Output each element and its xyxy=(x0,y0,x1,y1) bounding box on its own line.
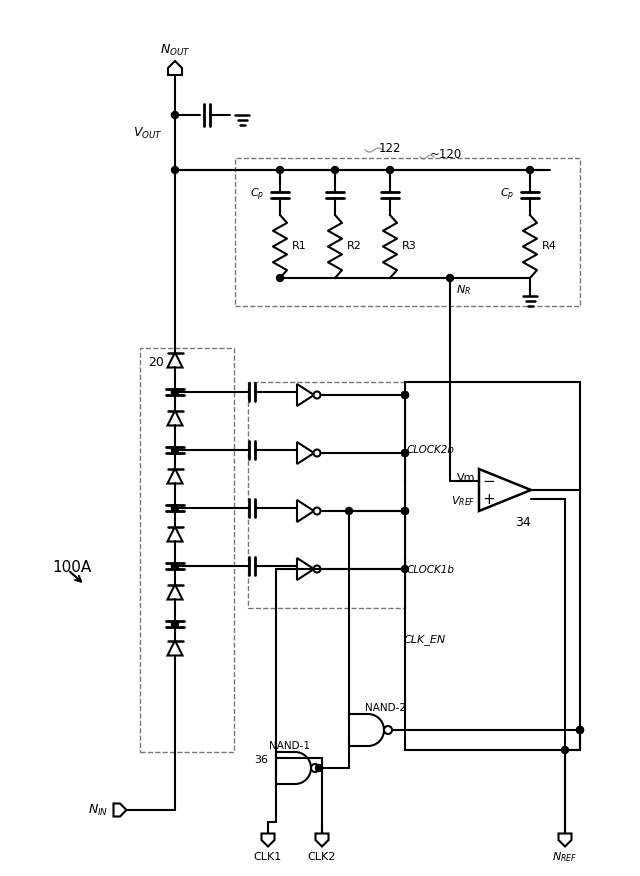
Text: $N_{IN}$: $N_{IN}$ xyxy=(88,802,108,817)
Circle shape xyxy=(172,447,179,454)
Circle shape xyxy=(332,166,339,173)
Polygon shape xyxy=(297,384,314,406)
Text: R3: R3 xyxy=(402,241,417,251)
Circle shape xyxy=(172,166,179,173)
Polygon shape xyxy=(168,584,182,599)
Text: CLK1: CLK1 xyxy=(254,852,282,862)
Text: $C_p$: $C_p$ xyxy=(500,187,514,203)
Text: NAND-2: NAND-2 xyxy=(365,703,406,713)
Text: CLOCK2b: CLOCK2b xyxy=(407,445,455,455)
Polygon shape xyxy=(168,61,182,75)
Bar xyxy=(140,348,234,752)
Circle shape xyxy=(527,166,534,173)
Circle shape xyxy=(387,166,394,173)
Polygon shape xyxy=(168,640,182,655)
Circle shape xyxy=(401,392,408,399)
Polygon shape xyxy=(113,803,127,816)
Text: $V_{OUT}$: $V_{OUT}$ xyxy=(133,125,163,140)
Circle shape xyxy=(172,447,179,454)
Circle shape xyxy=(316,765,323,772)
Circle shape xyxy=(172,620,179,627)
Circle shape xyxy=(401,507,408,514)
Polygon shape xyxy=(168,469,182,484)
Circle shape xyxy=(172,505,179,512)
Circle shape xyxy=(314,507,321,514)
Polygon shape xyxy=(479,469,531,511)
Text: $C_p$: $C_p$ xyxy=(250,187,264,203)
Bar xyxy=(248,382,405,608)
Polygon shape xyxy=(559,833,572,846)
Text: R1: R1 xyxy=(292,241,307,251)
Circle shape xyxy=(172,562,179,569)
Polygon shape xyxy=(297,500,314,522)
Text: Vm: Vm xyxy=(456,473,475,483)
Polygon shape xyxy=(168,352,182,368)
Circle shape xyxy=(577,726,584,733)
Text: 122: 122 xyxy=(379,142,401,154)
Circle shape xyxy=(172,388,179,395)
Circle shape xyxy=(172,388,179,395)
Text: −: − xyxy=(483,475,495,490)
Circle shape xyxy=(276,274,284,281)
Circle shape xyxy=(401,449,408,456)
Circle shape xyxy=(314,566,321,573)
Polygon shape xyxy=(297,442,314,464)
Text: ~120: ~120 xyxy=(430,149,462,161)
Bar xyxy=(235,158,580,306)
Circle shape xyxy=(172,111,179,118)
Circle shape xyxy=(346,507,353,514)
Circle shape xyxy=(561,746,568,753)
Polygon shape xyxy=(316,833,328,846)
Polygon shape xyxy=(262,833,275,846)
Circle shape xyxy=(577,726,584,733)
Circle shape xyxy=(447,274,454,281)
Text: $N_{REF}$: $N_{REF}$ xyxy=(552,850,578,864)
Text: R4: R4 xyxy=(542,241,557,251)
Polygon shape xyxy=(297,558,314,580)
Text: 36: 36 xyxy=(254,755,268,765)
Bar xyxy=(405,382,580,750)
Text: $N_R$: $N_R$ xyxy=(456,283,471,297)
Text: 20: 20 xyxy=(148,356,164,369)
Text: 34: 34 xyxy=(515,515,531,528)
Text: CLK2: CLK2 xyxy=(308,852,336,862)
Circle shape xyxy=(314,392,321,399)
Text: CLOCK1b: CLOCK1b xyxy=(407,565,455,575)
Text: +: + xyxy=(483,491,495,506)
Text: 100A: 100A xyxy=(52,561,92,576)
Circle shape xyxy=(401,392,408,399)
Circle shape xyxy=(172,562,179,569)
Circle shape xyxy=(311,764,319,772)
Circle shape xyxy=(401,449,408,456)
Circle shape xyxy=(172,505,179,512)
Text: CLK_EN: CLK_EN xyxy=(404,634,446,646)
Polygon shape xyxy=(168,411,182,426)
Text: $V_{REF}$: $V_{REF}$ xyxy=(451,494,475,508)
Circle shape xyxy=(401,507,408,514)
Text: R2: R2 xyxy=(347,241,362,251)
Text: $N_{OUT}$: $N_{OUT}$ xyxy=(160,42,190,58)
Circle shape xyxy=(384,726,392,734)
Circle shape xyxy=(276,166,284,173)
Text: NAND-1: NAND-1 xyxy=(269,741,310,751)
Circle shape xyxy=(314,449,321,456)
Polygon shape xyxy=(168,526,182,541)
Circle shape xyxy=(401,566,408,573)
